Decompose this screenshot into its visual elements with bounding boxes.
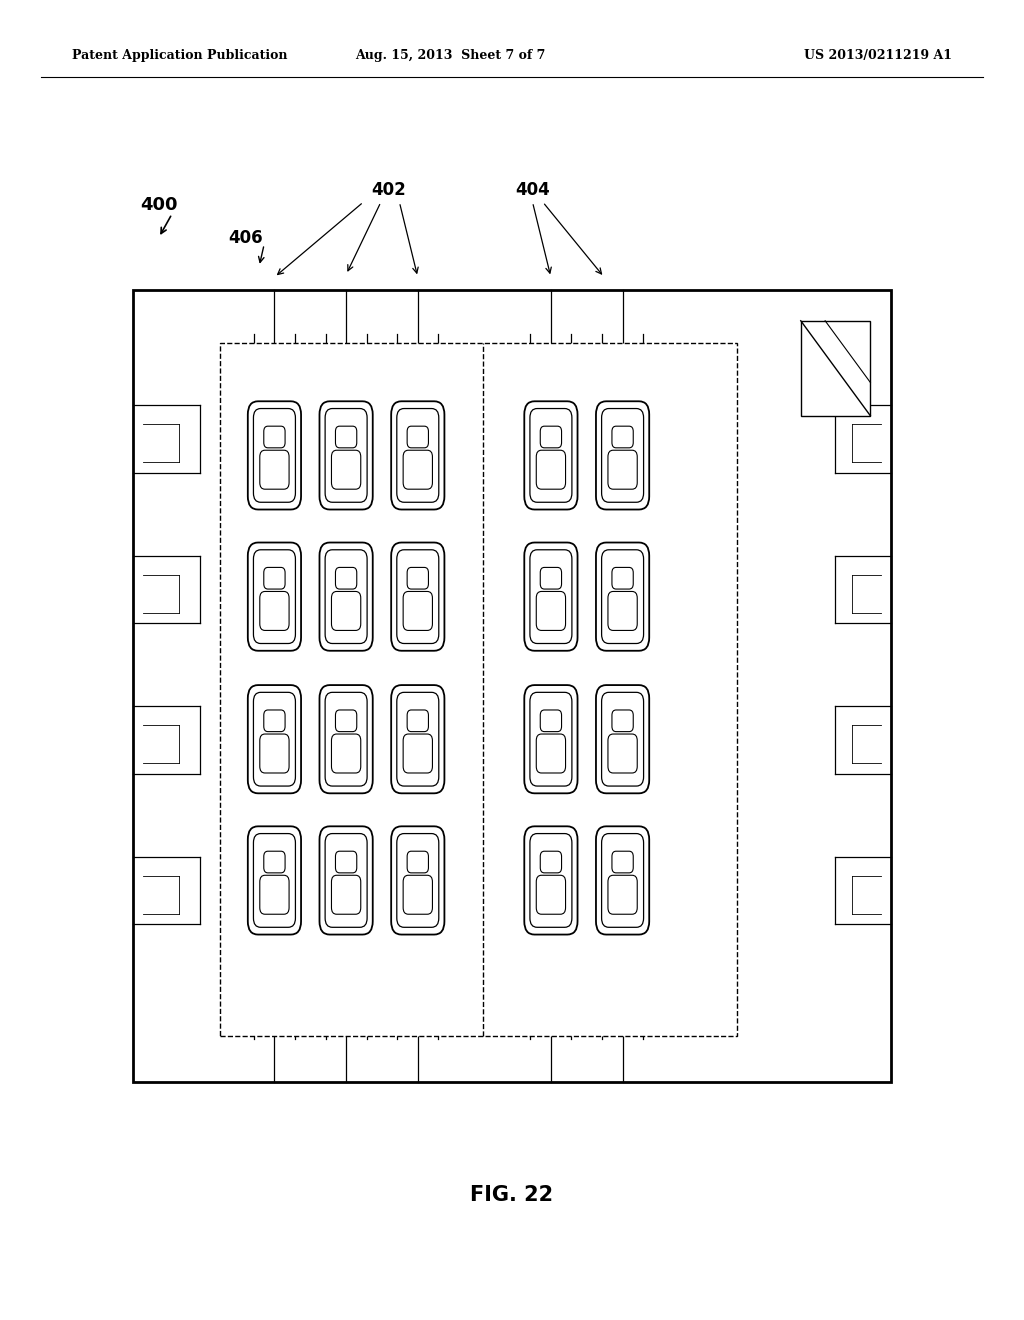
FancyBboxPatch shape (248, 826, 301, 935)
Text: 406: 406 (228, 228, 263, 247)
FancyBboxPatch shape (396, 409, 438, 503)
Text: Aug. 15, 2013  Sheet 7 of 7: Aug. 15, 2013 Sheet 7 of 7 (355, 49, 546, 62)
FancyBboxPatch shape (254, 409, 296, 503)
FancyBboxPatch shape (608, 450, 637, 490)
FancyBboxPatch shape (596, 401, 649, 510)
FancyBboxPatch shape (612, 851, 633, 873)
Text: FIG. 22: FIG. 22 (470, 1184, 554, 1205)
FancyBboxPatch shape (608, 591, 637, 631)
FancyBboxPatch shape (608, 734, 637, 774)
FancyBboxPatch shape (537, 734, 565, 774)
FancyBboxPatch shape (537, 875, 565, 915)
Bar (801, 321, 870, 416)
FancyBboxPatch shape (601, 692, 643, 785)
FancyBboxPatch shape (608, 875, 637, 915)
FancyBboxPatch shape (336, 851, 356, 873)
FancyBboxPatch shape (403, 591, 432, 631)
FancyBboxPatch shape (408, 426, 428, 447)
FancyBboxPatch shape (248, 685, 301, 793)
FancyBboxPatch shape (524, 401, 578, 510)
FancyBboxPatch shape (541, 710, 561, 731)
FancyBboxPatch shape (260, 734, 289, 774)
FancyBboxPatch shape (596, 685, 649, 793)
FancyBboxPatch shape (264, 568, 285, 589)
FancyBboxPatch shape (408, 568, 428, 589)
FancyBboxPatch shape (396, 550, 438, 644)
FancyBboxPatch shape (596, 543, 649, 651)
FancyBboxPatch shape (254, 692, 296, 785)
Bar (220, 343, 737, 1036)
FancyBboxPatch shape (396, 692, 438, 785)
FancyBboxPatch shape (260, 591, 289, 631)
FancyBboxPatch shape (260, 450, 289, 490)
FancyBboxPatch shape (248, 401, 301, 510)
FancyBboxPatch shape (326, 692, 367, 785)
FancyBboxPatch shape (391, 826, 444, 935)
FancyBboxPatch shape (541, 426, 561, 447)
FancyBboxPatch shape (541, 851, 561, 873)
FancyBboxPatch shape (391, 685, 444, 793)
FancyBboxPatch shape (530, 409, 571, 503)
FancyBboxPatch shape (326, 550, 367, 644)
FancyBboxPatch shape (326, 409, 367, 503)
FancyBboxPatch shape (319, 685, 373, 793)
FancyBboxPatch shape (601, 550, 643, 644)
FancyBboxPatch shape (612, 710, 633, 731)
Bar (133, 290, 891, 1082)
FancyBboxPatch shape (254, 550, 296, 644)
FancyBboxPatch shape (530, 834, 571, 927)
FancyBboxPatch shape (264, 426, 285, 447)
FancyBboxPatch shape (391, 543, 444, 651)
FancyBboxPatch shape (403, 734, 432, 774)
FancyBboxPatch shape (612, 426, 633, 447)
Text: 400: 400 (140, 195, 177, 214)
FancyBboxPatch shape (541, 568, 561, 589)
FancyBboxPatch shape (612, 568, 633, 589)
FancyBboxPatch shape (332, 734, 360, 774)
FancyBboxPatch shape (601, 409, 643, 503)
FancyBboxPatch shape (524, 543, 578, 651)
FancyBboxPatch shape (530, 550, 571, 644)
FancyBboxPatch shape (319, 401, 373, 510)
Text: 404: 404 (515, 181, 550, 199)
FancyBboxPatch shape (596, 826, 649, 935)
Text: 402: 402 (372, 181, 407, 199)
FancyBboxPatch shape (391, 401, 444, 510)
FancyBboxPatch shape (403, 450, 432, 490)
FancyBboxPatch shape (396, 834, 438, 927)
FancyBboxPatch shape (336, 568, 356, 589)
Text: US 2013/0211219 A1: US 2013/0211219 A1 (804, 49, 952, 62)
FancyBboxPatch shape (601, 834, 643, 927)
FancyBboxPatch shape (524, 685, 578, 793)
FancyBboxPatch shape (524, 826, 578, 935)
FancyBboxPatch shape (326, 834, 367, 927)
FancyBboxPatch shape (408, 710, 428, 731)
FancyBboxPatch shape (403, 875, 432, 915)
FancyBboxPatch shape (264, 851, 285, 873)
FancyBboxPatch shape (264, 710, 285, 731)
FancyBboxPatch shape (332, 875, 360, 915)
FancyBboxPatch shape (530, 692, 571, 785)
FancyBboxPatch shape (260, 875, 289, 915)
FancyBboxPatch shape (319, 543, 373, 651)
FancyBboxPatch shape (319, 826, 373, 935)
FancyBboxPatch shape (408, 851, 428, 873)
Text: Patent Application Publication: Patent Application Publication (72, 49, 287, 62)
FancyBboxPatch shape (537, 591, 565, 631)
FancyBboxPatch shape (332, 450, 360, 490)
FancyBboxPatch shape (254, 834, 296, 927)
FancyBboxPatch shape (336, 710, 356, 731)
FancyBboxPatch shape (336, 426, 356, 447)
FancyBboxPatch shape (537, 450, 565, 490)
FancyBboxPatch shape (332, 591, 360, 631)
FancyBboxPatch shape (248, 543, 301, 651)
